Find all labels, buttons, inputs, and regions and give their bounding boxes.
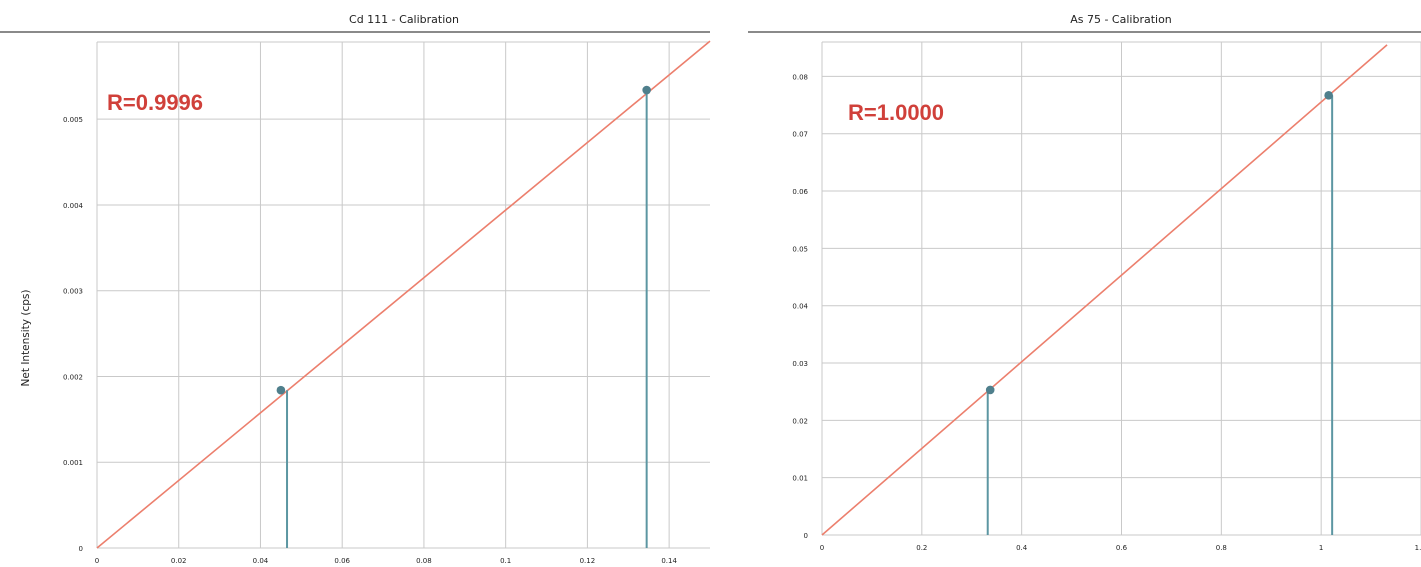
x-tick-label: 0.8: [1216, 544, 1227, 552]
x-tick-label: 0: [95, 557, 99, 565]
x-tick-label: 0.6: [1116, 544, 1128, 552]
y-tick-label: 0: [79, 545, 83, 553]
y-tick-label: 0.05: [792, 245, 808, 253]
y-tick-labels: 0 0.01 0.02 0.03 0.04 0.05 0.06 0.07 0.08: [792, 73, 808, 540]
y-tick-label: 0.005: [63, 116, 83, 124]
x-tick-label: 0.12: [580, 557, 596, 565]
data-point: [276, 385, 286, 395]
x-tick-label: 1: [1319, 544, 1323, 552]
stems-group: [986, 95, 1334, 535]
y-tick-label: 0: [804, 532, 808, 540]
data-point: [642, 85, 651, 95]
chart-title: Cd 111 - Calibration: [349, 13, 459, 26]
x-tick-label: 0.02: [171, 557, 187, 565]
data-point: [985, 385, 995, 395]
y-tick-label: 0.004: [63, 202, 84, 210]
fit-line-group: [96, 40, 711, 549]
x-tick-labels: 0 0.02 0.04 0.06 0.08 0.1 0.12 0.14: [95, 557, 678, 565]
y-tick-label: 0.04: [792, 303, 808, 311]
y-tick-label: 0.01: [792, 475, 808, 483]
calibration-fit-line: [821, 44, 1388, 536]
x-tick-label: 0: [820, 544, 824, 552]
chart-title: As 75 - Calibration: [1070, 13, 1172, 26]
y-tick-label: 0.08: [792, 73, 808, 81]
x-tick-label: 1.: [1415, 544, 1421, 552]
y-tick-label: 0.03: [792, 360, 808, 368]
x-tick-label: 0.1: [500, 557, 511, 565]
cd111-calibration-chart: Cd 111 - Calibration Net Intensity (cps)…: [0, 13, 711, 565]
as75-calibration-chart: As 75 - Calibration 0 0.2 0.4 0.6 0.8 1 1. 0 0.…: [748, 13, 1421, 552]
x-tick-label: 0.04: [253, 557, 269, 565]
r-value-annotation: R=0.9996: [107, 90, 203, 115]
x-tick-label: 0.14: [661, 557, 677, 565]
x-gridlines: [821, 42, 1421, 535]
data-point: [1324, 91, 1333, 100]
y-tick-label: 0.003: [63, 288, 83, 296]
points-group: [276, 85, 651, 395]
stems-group: [286, 90, 648, 548]
y-tick-labels: 0 0.001 0.002 0.003 0.004 0.005: [63, 116, 84, 553]
x-tick-label: 0.2: [916, 544, 927, 552]
x-tick-label: 0.4: [1016, 544, 1028, 552]
x-gridlines: [96, 42, 670, 548]
points-group: [985, 91, 1333, 395]
x-tick-label: 0.08: [416, 557, 432, 565]
y-gridlines: [822, 41, 1421, 536]
y-gridlines: [97, 41, 710, 549]
y-tick-label: 0.02: [792, 417, 808, 425]
x-tick-labels: 0 0.2 0.4 0.6 0.8 1 1.: [820, 544, 1421, 552]
y-tick-label: 0.002: [63, 373, 83, 381]
y-tick-label: 0.06: [792, 188, 808, 196]
y-axis-label: Net Intensity (cps): [20, 290, 32, 387]
x-tick-label: 0.06: [334, 557, 350, 565]
y-tick-label: 0.07: [792, 131, 808, 139]
calibration-fit-line: [96, 40, 711, 549]
r-value-annotation: R=1.0000: [848, 100, 944, 125]
y-tick-label: 0.001: [63, 459, 83, 467]
fit-line-group: [821, 44, 1388, 536]
